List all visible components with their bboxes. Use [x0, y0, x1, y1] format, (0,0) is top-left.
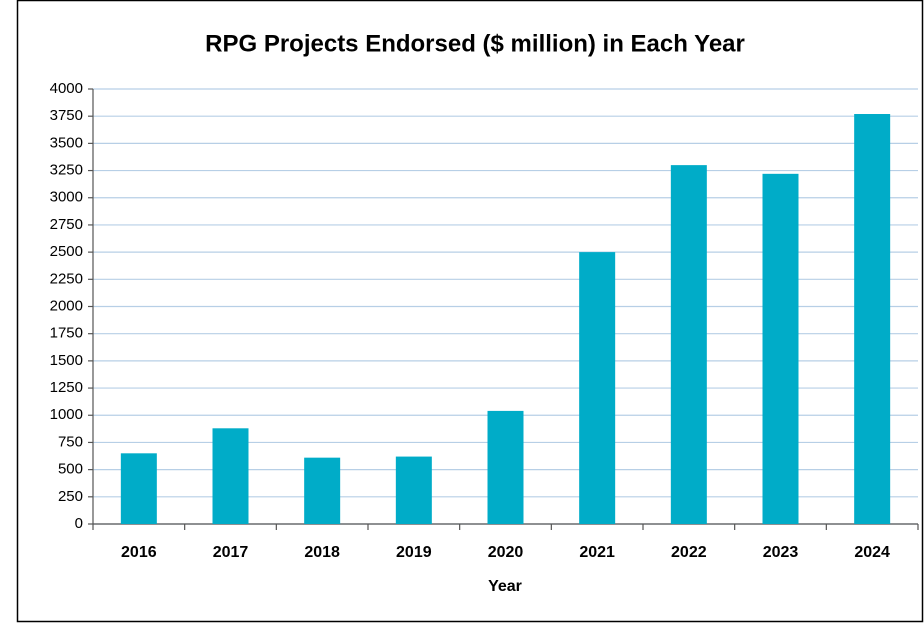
y-tick-label: 1500	[50, 352, 83, 369]
bar	[120, 453, 157, 524]
x-tick-label: 2017	[213, 544, 249, 561]
y-tick-label: 3250	[50, 162, 83, 179]
bar	[212, 428, 249, 524]
y-tick-label: 750	[58, 433, 83, 450]
chart-title: RPG Projects Endorsed ($ million) in Eac…	[205, 30, 745, 57]
y-tick-label: 250	[58, 488, 83, 505]
bar	[487, 410, 524, 524]
x-tick-label: 2019	[396, 544, 432, 561]
y-tick-label: 0	[75, 515, 83, 532]
x-tick-label: 2024	[854, 544, 890, 561]
y-tick-label: 3750	[50, 107, 83, 124]
y-tick-label: 2500	[50, 243, 83, 260]
y-tick-label: 500	[58, 461, 83, 478]
y-tick-label: 2000	[50, 297, 83, 314]
y-tick-label: 4000	[50, 80, 83, 97]
x-tick-label: 2022	[671, 544, 707, 561]
y-tick-label: 1000	[50, 406, 83, 423]
y-tick-label: 3000	[50, 189, 83, 206]
x-tick-label: 2021	[579, 544, 615, 561]
x-tick-label: 2023	[763, 544, 799, 561]
bar	[670, 165, 707, 524]
y-tick-label: 1750	[50, 325, 83, 342]
y-tick-label: 2750	[50, 216, 83, 233]
bar	[395, 456, 432, 524]
bar	[579, 252, 616, 524]
x-tick-label: 2016	[121, 544, 157, 561]
x-tick-label: 2020	[488, 544, 524, 561]
y-tick-label: 3500	[50, 134, 83, 151]
y-tick-label: 2250	[50, 270, 83, 287]
bar	[762, 173, 799, 524]
bar	[304, 457, 341, 524]
y-tick-label: 1250	[50, 379, 83, 396]
x-axis-label: Year	[488, 578, 522, 595]
bar	[854, 114, 891, 524]
x-tick-label: 2018	[304, 544, 340, 561]
